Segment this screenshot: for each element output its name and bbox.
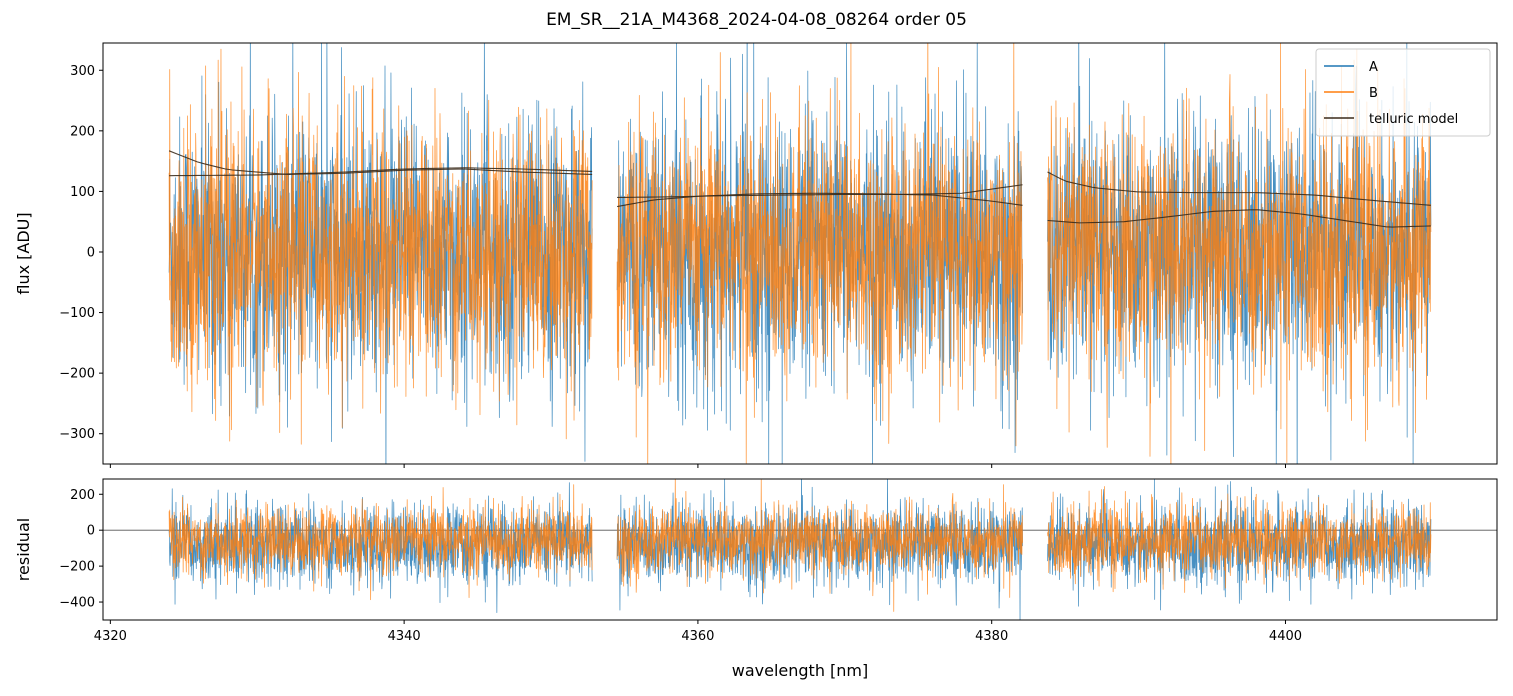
telluric-model-curve-4 [617, 192, 1023, 208]
y-tick-label: −200 [59, 560, 95, 575]
telluric-model-curve-2 [169, 167, 593, 177]
telluric-model-curve-3 [617, 184, 1023, 199]
y-tick-label: 200 [70, 124, 95, 139]
x-axis-label: wavelength [nm] [732, 661, 869, 680]
y-tick-label: −400 [59, 596, 95, 611]
axes-frame [102, 478, 1498, 621]
plot-area [168, 43, 1432, 464]
y-tick-label: 200 [70, 488, 95, 503]
panel-flux: −300 −200 −100 0 100 200 300 flux [ADU] ABtellur… [14, 42, 1498, 468]
figure-title: EM_SR__21A_M4368_2024-04-08_08264 order … [546, 10, 967, 30]
y-tick-label: 0 [87, 245, 95, 260]
legend-label: A [1369, 60, 1378, 75]
y-axis-label: flux [ADU] [14, 212, 33, 294]
x-tick-label: 4400 [1269, 629, 1302, 644]
panel-residual: −400 −200 0 200 4320 4340 4360 4380 4400 residual… [14, 478, 1498, 680]
axes-frame [102, 42, 1498, 465]
legend-label: telluric model [1369, 112, 1458, 127]
y-tick-label: −300 [59, 427, 95, 442]
y-tick-label: 0 [87, 524, 95, 539]
plot-area [103, 479, 1497, 620]
x-tick-label: 4380 [975, 629, 1008, 644]
telluric-model-curve-1 [168, 150, 593, 175]
telluric-model-curve-5 [1047, 171, 1431, 206]
legend-label: B [1369, 86, 1378, 101]
y-tick-label: −200 [59, 367, 95, 382]
x-tick-label: 4340 [388, 629, 421, 644]
x-tick-label: 4320 [94, 629, 127, 644]
y-tick-label: 300 [70, 64, 95, 79]
y-tick-label: 100 [70, 185, 95, 200]
x-tick-label: 4360 [681, 629, 714, 644]
series-b-line [168, 43, 1432, 464]
telluric-model-curve-6 [1047, 209, 1431, 228]
y-axis-label: residual [14, 518, 33, 581]
legend-box [1315, 48, 1491, 137]
y-tick-label: −100 [59, 306, 95, 321]
series-b-line [168, 479, 1432, 612]
